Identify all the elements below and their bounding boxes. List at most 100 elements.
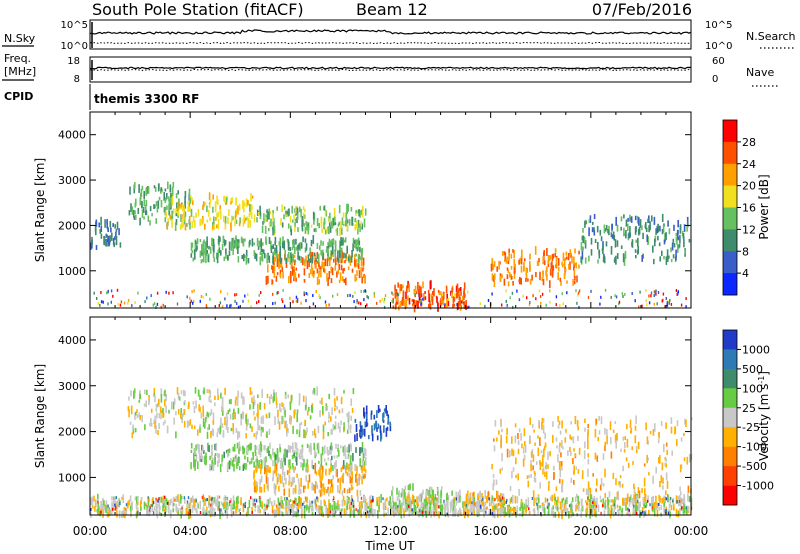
data-cell (523, 454, 526, 461)
data-cell (573, 448, 575, 452)
data-cell (277, 497, 280, 503)
velocity-x-ticks (89, 317, 692, 515)
data-cell (625, 230, 627, 239)
data-cell (630, 427, 633, 433)
data-cell (328, 419, 330, 423)
data-cell (451, 499, 454, 508)
data-cell (509, 450, 511, 458)
data-cell (517, 433, 519, 440)
data-cell (333, 208, 336, 216)
data-cell (428, 511, 431, 515)
data-cell (254, 451, 257, 457)
data-cell (140, 192, 142, 200)
data-cell (432, 298, 434, 302)
data-cell (197, 389, 200, 397)
data-cell (331, 407, 333, 416)
data-cell (329, 226, 332, 233)
data-cell (561, 420, 563, 429)
data-cell (316, 242, 319, 249)
data-cell (459, 296, 461, 306)
data-cell (629, 214, 631, 222)
data-cell (275, 510, 277, 517)
data-cell (266, 504, 268, 508)
data-cell (162, 495, 164, 499)
data-cell (124, 508, 127, 514)
data-cell (164, 495, 166, 499)
data-cell (482, 502, 485, 507)
data-cell (138, 184, 140, 193)
data-cell (663, 223, 665, 227)
data-cell (303, 223, 305, 227)
data-cell (292, 239, 294, 245)
data-cell (654, 423, 656, 432)
data-cell (493, 497, 495, 502)
data-cell (524, 258, 526, 262)
data-cell (172, 496, 175, 502)
data-cell (329, 212, 331, 219)
data-cell (631, 446, 633, 451)
data-cell (314, 462, 317, 471)
data-cell (252, 498, 254, 506)
data-cell (588, 498, 591, 503)
data-cell (493, 261, 496, 268)
data-cell (620, 512, 623, 517)
data-cell (230, 198, 232, 202)
data-cell (508, 504, 510, 508)
data-cell (264, 225, 267, 234)
data-cell (235, 197, 238, 206)
data-cell (209, 412, 212, 416)
data-cell (413, 500, 416, 509)
data-cell (587, 441, 589, 450)
data-cell (635, 500, 638, 506)
data-cell (171, 218, 173, 228)
data-cell (492, 474, 495, 478)
data-cell (257, 505, 259, 513)
data-cell (210, 465, 212, 471)
data-cell (349, 293, 351, 297)
data-cell (665, 422, 667, 429)
data-cell (576, 301, 578, 305)
data-cell (528, 474, 530, 478)
data-cell (318, 270, 320, 275)
data-cell (665, 490, 667, 495)
data-cell (544, 432, 546, 440)
data-cell (611, 234, 614, 239)
data-cell (362, 267, 364, 272)
data-cell (292, 442, 294, 452)
data-cell (641, 510, 644, 514)
data-cell (99, 229, 101, 234)
data-cell (194, 462, 196, 471)
data-cell (634, 435, 637, 444)
data-cell (241, 200, 244, 209)
data-cell (257, 464, 260, 469)
data-cell (114, 236, 116, 240)
data-cell (573, 280, 576, 285)
data-cell (479, 490, 481, 500)
data-cell (90, 508, 92, 511)
data-cell (247, 506, 249, 516)
data-cell (600, 511, 602, 515)
data-cell (494, 509, 496, 519)
data-cell (401, 299, 403, 306)
data-cell (667, 494, 669, 503)
colorbar-label: 24 (742, 158, 756, 171)
data-cell (238, 448, 240, 455)
data-cell (665, 256, 668, 265)
beam-label: Beam 12 (356, 0, 428, 19)
data-cell (134, 411, 137, 416)
data-cell (554, 248, 557, 253)
data-cell (339, 250, 341, 258)
data-cell (151, 507, 154, 513)
nave-line (89, 68, 692, 72)
data-cell (613, 511, 615, 517)
data-cell (638, 226, 641, 235)
data-cell (168, 505, 170, 514)
data-cell (391, 505, 394, 512)
data-cell (653, 508, 656, 517)
data-cell (414, 285, 417, 293)
data-cell (224, 501, 226, 508)
data-cell (685, 419, 687, 427)
data-cell (608, 512, 611, 516)
data-cell (173, 503, 175, 506)
